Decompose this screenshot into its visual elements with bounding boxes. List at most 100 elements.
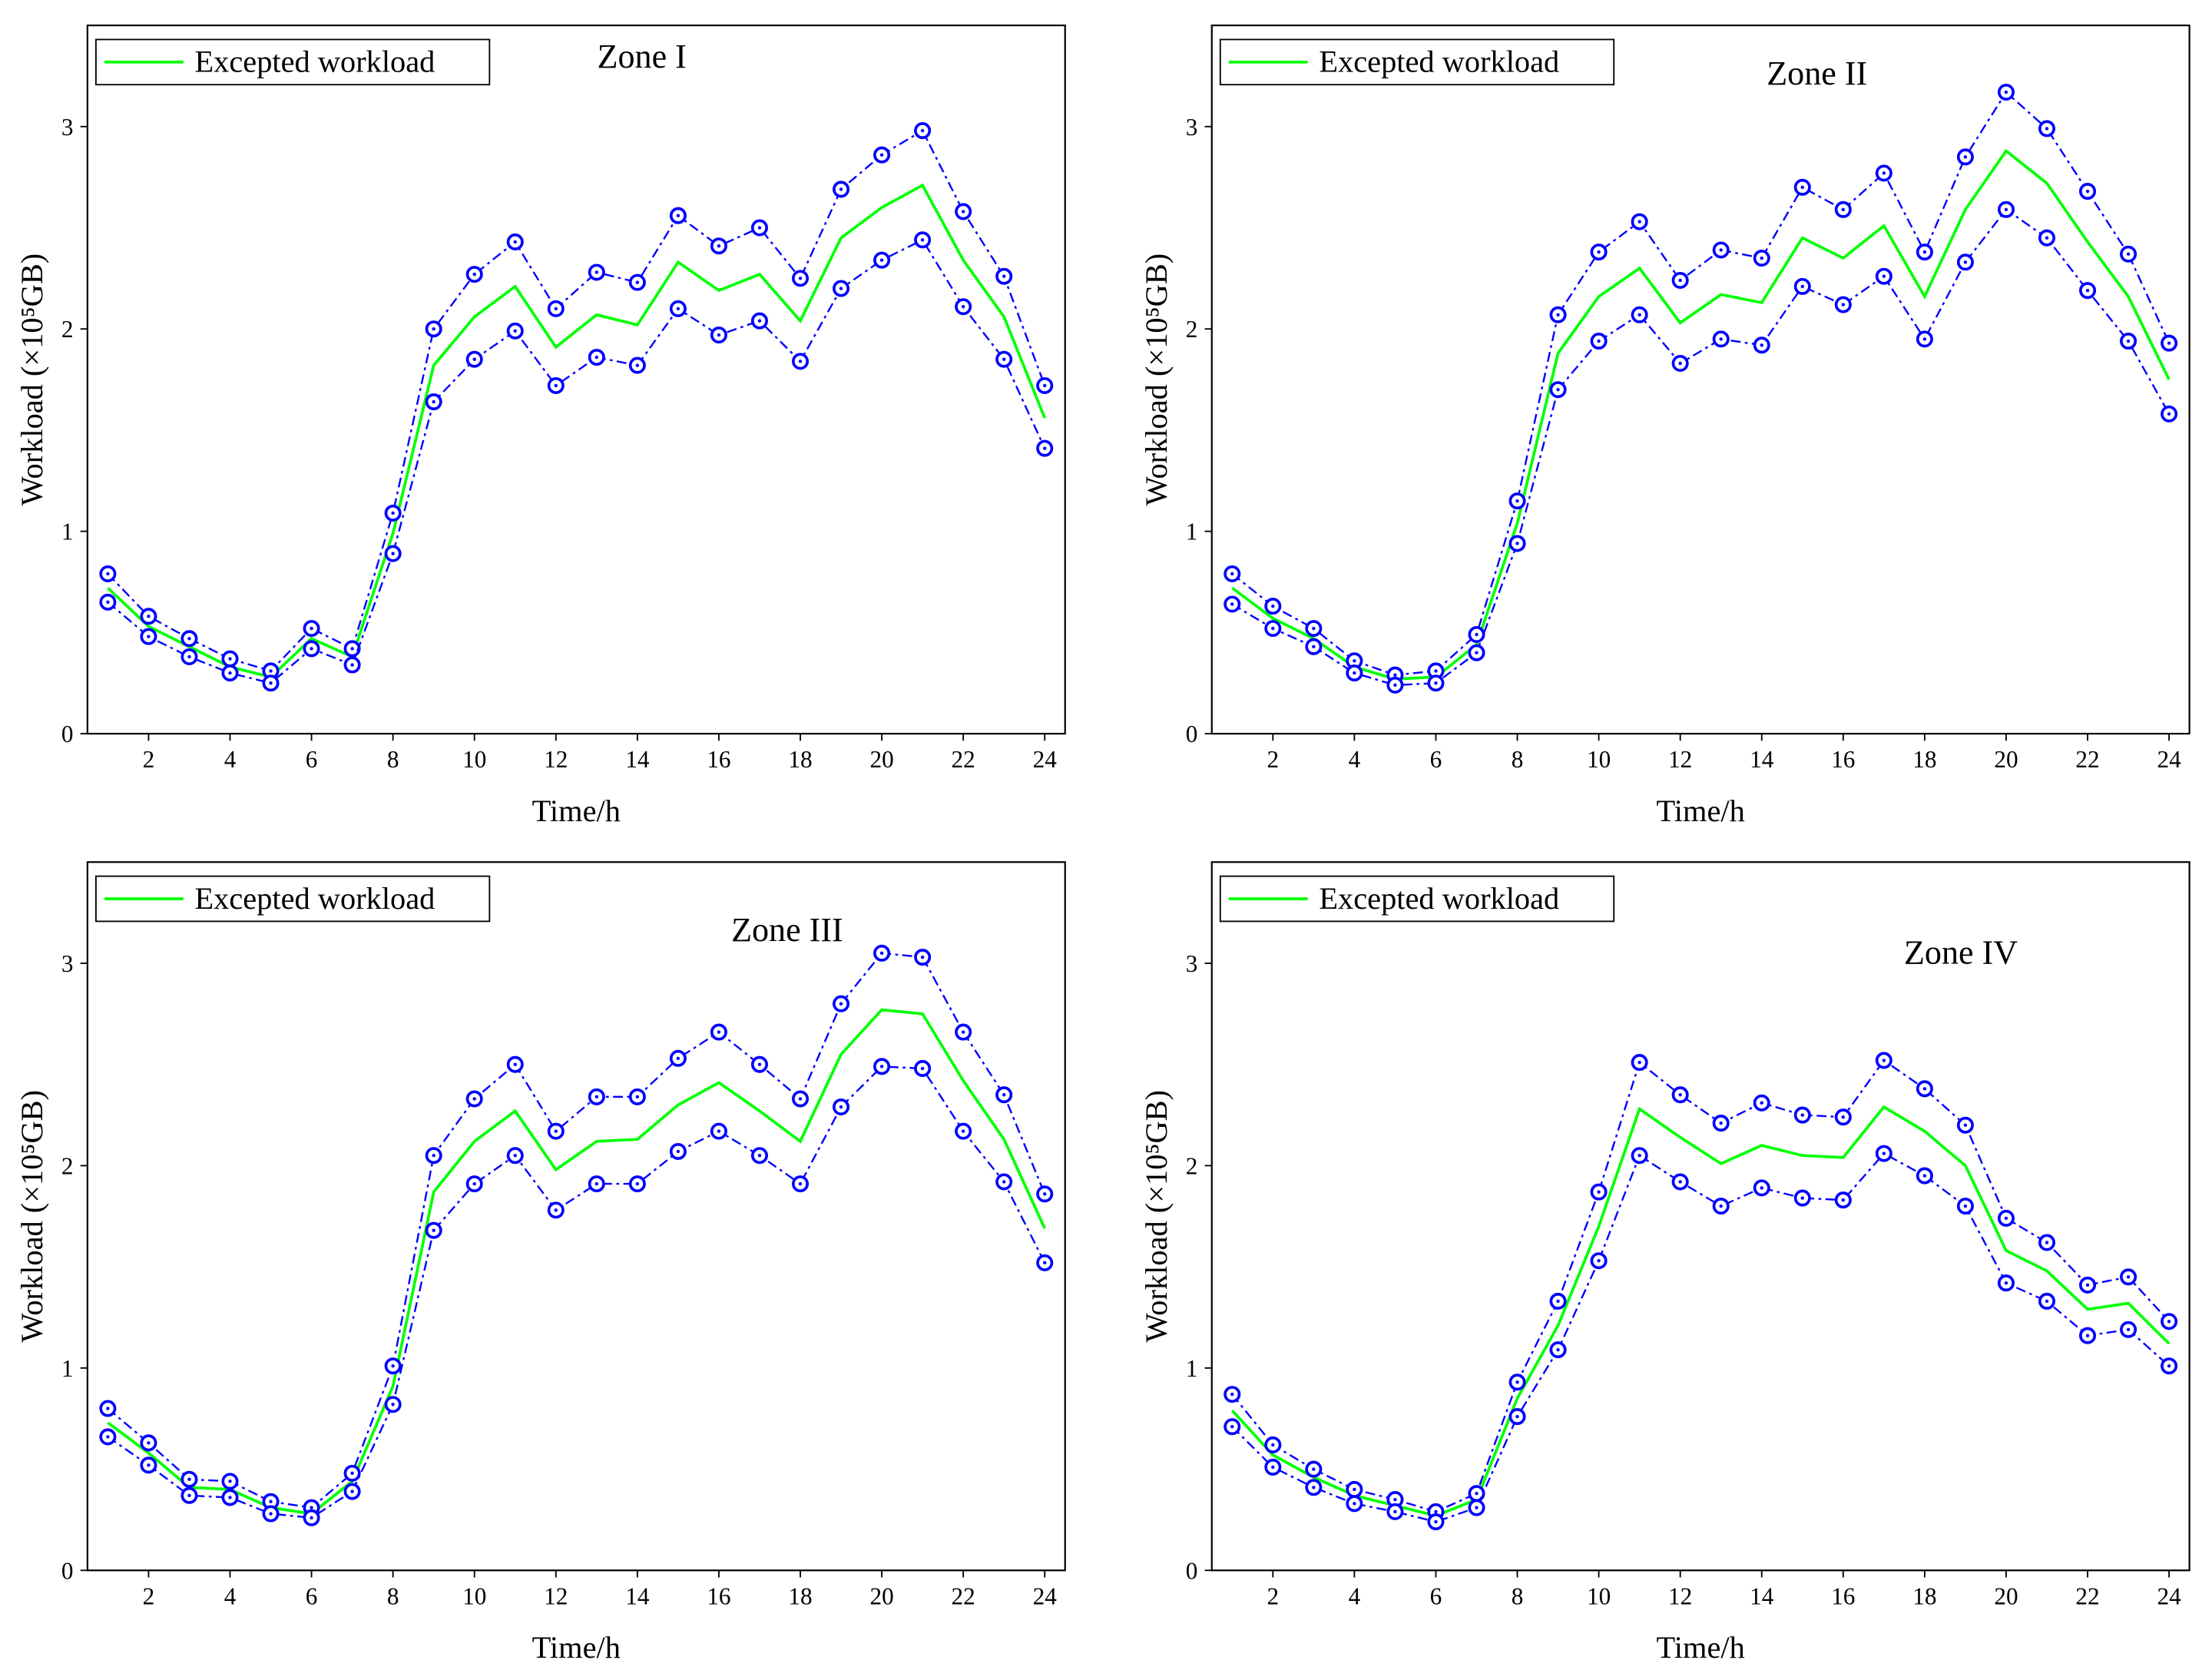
data-point-center bbox=[1719, 248, 1723, 252]
y-tick-label: 2 bbox=[1186, 1152, 1198, 1179]
data-point-center bbox=[676, 307, 680, 311]
data-point-center bbox=[228, 1480, 232, 1483]
y-axis-label: Workload (×10⁵GB) bbox=[15, 253, 49, 506]
data-point-center bbox=[676, 214, 680, 217]
data-point-center bbox=[635, 363, 640, 367]
data-point-center bbox=[2167, 1364, 2171, 1368]
x-tick-label: 12 bbox=[544, 1582, 568, 1609]
data-point-center bbox=[432, 1228, 435, 1232]
x-tick-label: 16 bbox=[1831, 746, 1855, 773]
data-point-center bbox=[310, 1516, 313, 1519]
data-point-center bbox=[2085, 1283, 2090, 1287]
x-tick-label: 8 bbox=[387, 746, 399, 773]
data-point-center bbox=[2126, 1275, 2131, 1279]
data-point-center bbox=[310, 626, 313, 631]
data-point-center bbox=[717, 1129, 721, 1133]
data-point-center bbox=[269, 1499, 273, 1503]
series-line bbox=[1230, 1105, 2171, 1518]
data-point-center bbox=[1434, 681, 1438, 685]
data-point-center bbox=[1230, 1425, 1234, 1429]
x-tick-label: 16 bbox=[707, 1582, 730, 1609]
y-tick-label: 3 bbox=[61, 950, 74, 977]
data-point-center bbox=[1882, 1059, 1886, 1062]
x-axis-label: Time/h bbox=[532, 794, 621, 828]
x-tick-label: 22 bbox=[952, 1582, 975, 1609]
data-point-center bbox=[1434, 1519, 1438, 1524]
data-point-center bbox=[1597, 1190, 1601, 1194]
series-line bbox=[107, 129, 1046, 672]
data-point-center bbox=[2126, 252, 2131, 256]
data-point-center bbox=[1002, 1180, 1006, 1184]
x-tick-label: 10 bbox=[462, 746, 486, 773]
x-tick-label: 18 bbox=[1912, 746, 1936, 773]
x-tick-label: 10 bbox=[1587, 1582, 1611, 1609]
legend-label: Excepted workload bbox=[194, 45, 435, 79]
data-point-center bbox=[187, 637, 191, 641]
data-point-center bbox=[1393, 1497, 1397, 1502]
x-tick-label: 22 bbox=[2075, 1582, 2099, 1609]
plot-frame bbox=[86, 861, 1066, 1572]
data-point-center bbox=[147, 1441, 151, 1445]
data-point-center bbox=[1678, 1092, 1682, 1097]
data-point-center bbox=[269, 681, 273, 685]
data-point-center bbox=[432, 399, 435, 404]
data-point-center bbox=[1963, 260, 1968, 264]
data-point-center bbox=[839, 187, 843, 191]
chart-title: Zone II bbox=[1767, 55, 1867, 92]
data-point-center bbox=[2045, 1299, 2049, 1304]
x-tick-label: 12 bbox=[1668, 746, 1692, 773]
data-point-center bbox=[1043, 446, 1047, 450]
data-point-center bbox=[1515, 1380, 1519, 1384]
data-point-center bbox=[920, 128, 925, 133]
data-point-center bbox=[1637, 220, 1641, 224]
x-tick-label: 12 bbox=[544, 746, 568, 773]
y-tick-label: 0 bbox=[1186, 1557, 1198, 1584]
data-point-center bbox=[757, 1062, 762, 1066]
data-point-center bbox=[1760, 256, 1763, 260]
x-tick-label: 6 bbox=[1430, 746, 1442, 773]
x-tick-label: 2 bbox=[1267, 746, 1280, 773]
x-tick-label: 4 bbox=[224, 1582, 237, 1609]
series-line bbox=[1231, 1152, 2170, 1523]
data-point-center bbox=[2167, 341, 2171, 345]
data-point-center bbox=[961, 210, 965, 214]
data-point-center bbox=[1393, 673, 1397, 677]
data-point-center bbox=[1002, 357, 1006, 361]
x-axis-label: Time/h bbox=[1657, 1630, 1745, 1665]
data-point-center bbox=[2085, 288, 2090, 293]
series-line bbox=[1231, 91, 2171, 676]
chart-title: Zone III bbox=[731, 911, 843, 949]
y-tick-label: 0 bbox=[1186, 721, 1198, 747]
data-point-center bbox=[1043, 1192, 1047, 1196]
chart-title: Zone IV bbox=[1904, 933, 2018, 971]
x-tick-label: 20 bbox=[1994, 1582, 2018, 1609]
data-point-center bbox=[717, 1030, 721, 1034]
data-point-center bbox=[513, 1062, 517, 1066]
data-point-center bbox=[961, 1129, 965, 1133]
data-point-center bbox=[187, 1493, 191, 1498]
data-point-center bbox=[1800, 1113, 1804, 1117]
data-point-center bbox=[554, 307, 558, 311]
data-point-center bbox=[1963, 1204, 1968, 1208]
data-point-center bbox=[1556, 1299, 1560, 1304]
data-point-center bbox=[106, 600, 110, 605]
data-point-center bbox=[1353, 659, 1356, 663]
data-point-center bbox=[961, 305, 965, 309]
data-point-center bbox=[1922, 250, 1927, 254]
x-tick-label: 24 bbox=[2157, 746, 2181, 773]
y-tick-label: 1 bbox=[1186, 519, 1198, 545]
data-point-center bbox=[1841, 207, 1846, 211]
data-point-center bbox=[594, 270, 599, 274]
data-point-center bbox=[1963, 1123, 1968, 1127]
y-tick-label: 1 bbox=[1186, 1355, 1198, 1382]
series-line bbox=[107, 1008, 1046, 1516]
plot-frame bbox=[1210, 861, 2190, 1572]
data-point-center bbox=[472, 1181, 476, 1186]
data-point-center bbox=[147, 635, 151, 638]
series-line bbox=[1231, 208, 2171, 687]
x-tick-label: 18 bbox=[788, 1582, 812, 1609]
x-tick-label: 8 bbox=[1512, 746, 1524, 773]
data-point-center bbox=[2126, 1327, 2131, 1331]
